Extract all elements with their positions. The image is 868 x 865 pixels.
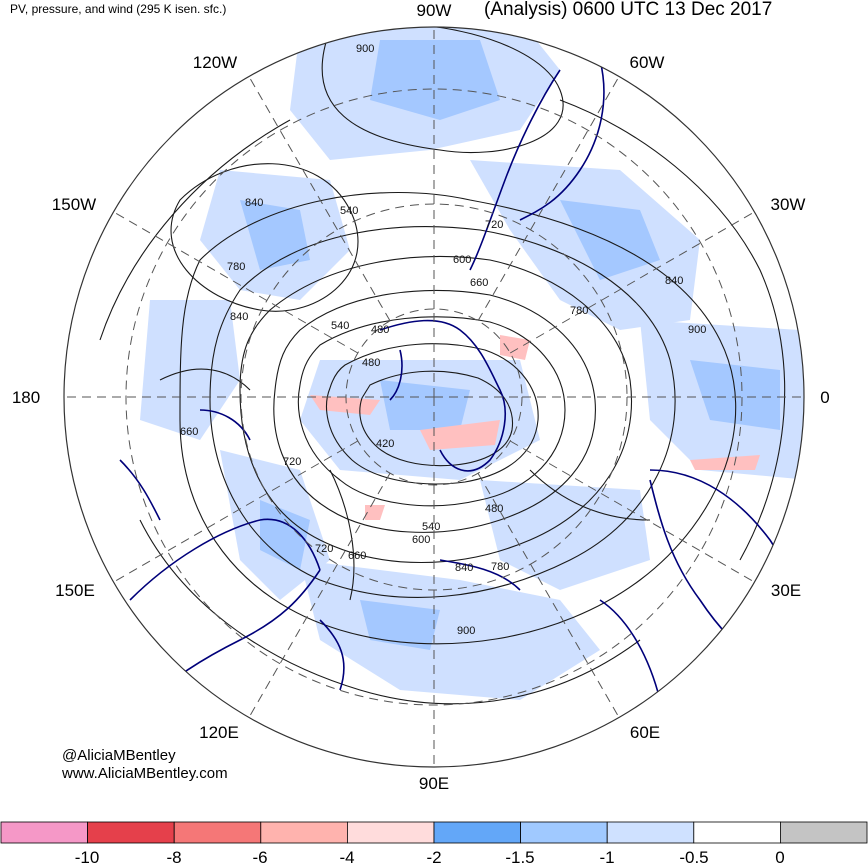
colorbar-tick: 0 xyxy=(775,848,784,865)
colorbar-swatch xyxy=(0,821,88,844)
colorbar-tick: -10 xyxy=(75,848,100,865)
lon-label-120w: 120W xyxy=(193,53,237,72)
meridian-line xyxy=(509,440,755,583)
colorbar-tick: -2 xyxy=(426,848,441,865)
colorbar-tick: -1.5 xyxy=(505,848,534,865)
map-title: (Analysis) 0600 UTC 13 Dec 2017 xyxy=(484,0,773,20)
contour-label: 480 xyxy=(371,324,389,336)
author-handle: @AliciaMBentley xyxy=(62,747,176,764)
contour-label: 840 xyxy=(455,562,473,574)
lon-label-30e: 30E xyxy=(771,581,801,600)
pv-shading-mid xyxy=(240,40,780,650)
contour-label: 780 xyxy=(491,561,509,573)
lon-label-90e: 90E xyxy=(419,774,449,793)
contour-label: 540 xyxy=(422,521,440,533)
meridian-line xyxy=(509,211,755,354)
lon-label-180: 180 xyxy=(12,388,40,407)
colorbar-tick: -0.5 xyxy=(679,848,708,865)
contour-label: 480 xyxy=(362,357,380,369)
contour-label: 660 xyxy=(180,426,198,438)
colorbar-tick: -8 xyxy=(166,848,181,865)
colorbar-swatch xyxy=(693,821,781,844)
colorbar-swatch xyxy=(260,821,348,844)
longitude-labels: 90W 60W 30W 0 30E 60E 90E 120E 150E 180 … xyxy=(12,1,830,793)
contour-label: 600 xyxy=(453,254,471,266)
graticule xyxy=(63,26,805,768)
contour-label: 780 xyxy=(570,305,588,317)
colorbar-swatch xyxy=(606,821,695,844)
contour-label: 600 xyxy=(412,534,430,546)
lon-label-60w: 60W xyxy=(630,53,665,72)
contour-label: 540 xyxy=(331,320,349,332)
author-website: www.AliciaMBentley.com xyxy=(62,765,228,782)
contour-label: 900 xyxy=(457,625,475,637)
colorbar-swatch xyxy=(173,821,262,844)
colorbar-tick: -6 xyxy=(252,848,267,865)
contour-label: 540 xyxy=(340,205,358,217)
contour-label: 780 xyxy=(227,261,245,273)
contour-label: 840 xyxy=(230,311,248,323)
contour-label: 720 xyxy=(315,543,333,555)
contour-label: 660 xyxy=(470,277,488,289)
colorbar-swatch xyxy=(780,821,868,844)
meridian-line xyxy=(477,76,620,322)
contour-label: 720 xyxy=(485,219,503,231)
contour-label: 660 xyxy=(348,550,366,562)
meridian-line xyxy=(248,76,391,322)
meridian-line xyxy=(477,472,620,718)
contour-label: 900 xyxy=(688,324,706,336)
colorbar-swatch xyxy=(520,821,608,844)
colorbar-swatch xyxy=(433,821,521,844)
pv-shading-negative xyxy=(310,335,760,520)
meridian-line xyxy=(248,472,391,718)
contour-labels: 900 840 780 720 660 600 540 480 420 480 … xyxy=(180,43,706,637)
meridian-line xyxy=(113,211,359,354)
lon-label-30w: 30W xyxy=(771,195,806,214)
map-disc xyxy=(99,27,804,705)
colorbar-tick: -1 xyxy=(599,848,614,865)
colorbar-swatch xyxy=(346,821,435,844)
colorbar-swatches xyxy=(0,821,868,844)
colorbar-tick: -4 xyxy=(339,848,354,865)
contour-label: 420 xyxy=(376,438,394,450)
colorbar: -10 -8 -6 -4 -2 -1.5 -1 -0.5 0 xyxy=(0,821,868,865)
contour-label: 900 xyxy=(356,43,374,55)
contour-label: 840 xyxy=(665,275,683,287)
pv-shading-light xyxy=(140,27,804,700)
contour-label: 480 xyxy=(485,503,503,515)
colorbar-ticks: -10 -8 -6 -4 -2 -1.5 -1 -0.5 0 xyxy=(75,848,785,865)
meridian-line xyxy=(113,440,359,583)
lon-label-90w: 90W xyxy=(417,1,452,20)
lon-label-60e: 60E xyxy=(630,723,660,742)
lon-label-120e: 120E xyxy=(199,723,239,742)
contour-label: 840 xyxy=(245,197,263,209)
meridian-lines xyxy=(64,27,804,767)
lon-label-0: 0 xyxy=(820,388,829,407)
colorbar-swatch xyxy=(87,821,175,844)
contour-label: 720 xyxy=(283,456,301,468)
lon-label-150w: 150W xyxy=(52,195,96,214)
lon-label-150e: 150E xyxy=(55,581,95,600)
map-subtitle: PV, pressure, and wind (295 K isen. sfc.… xyxy=(10,2,227,16)
